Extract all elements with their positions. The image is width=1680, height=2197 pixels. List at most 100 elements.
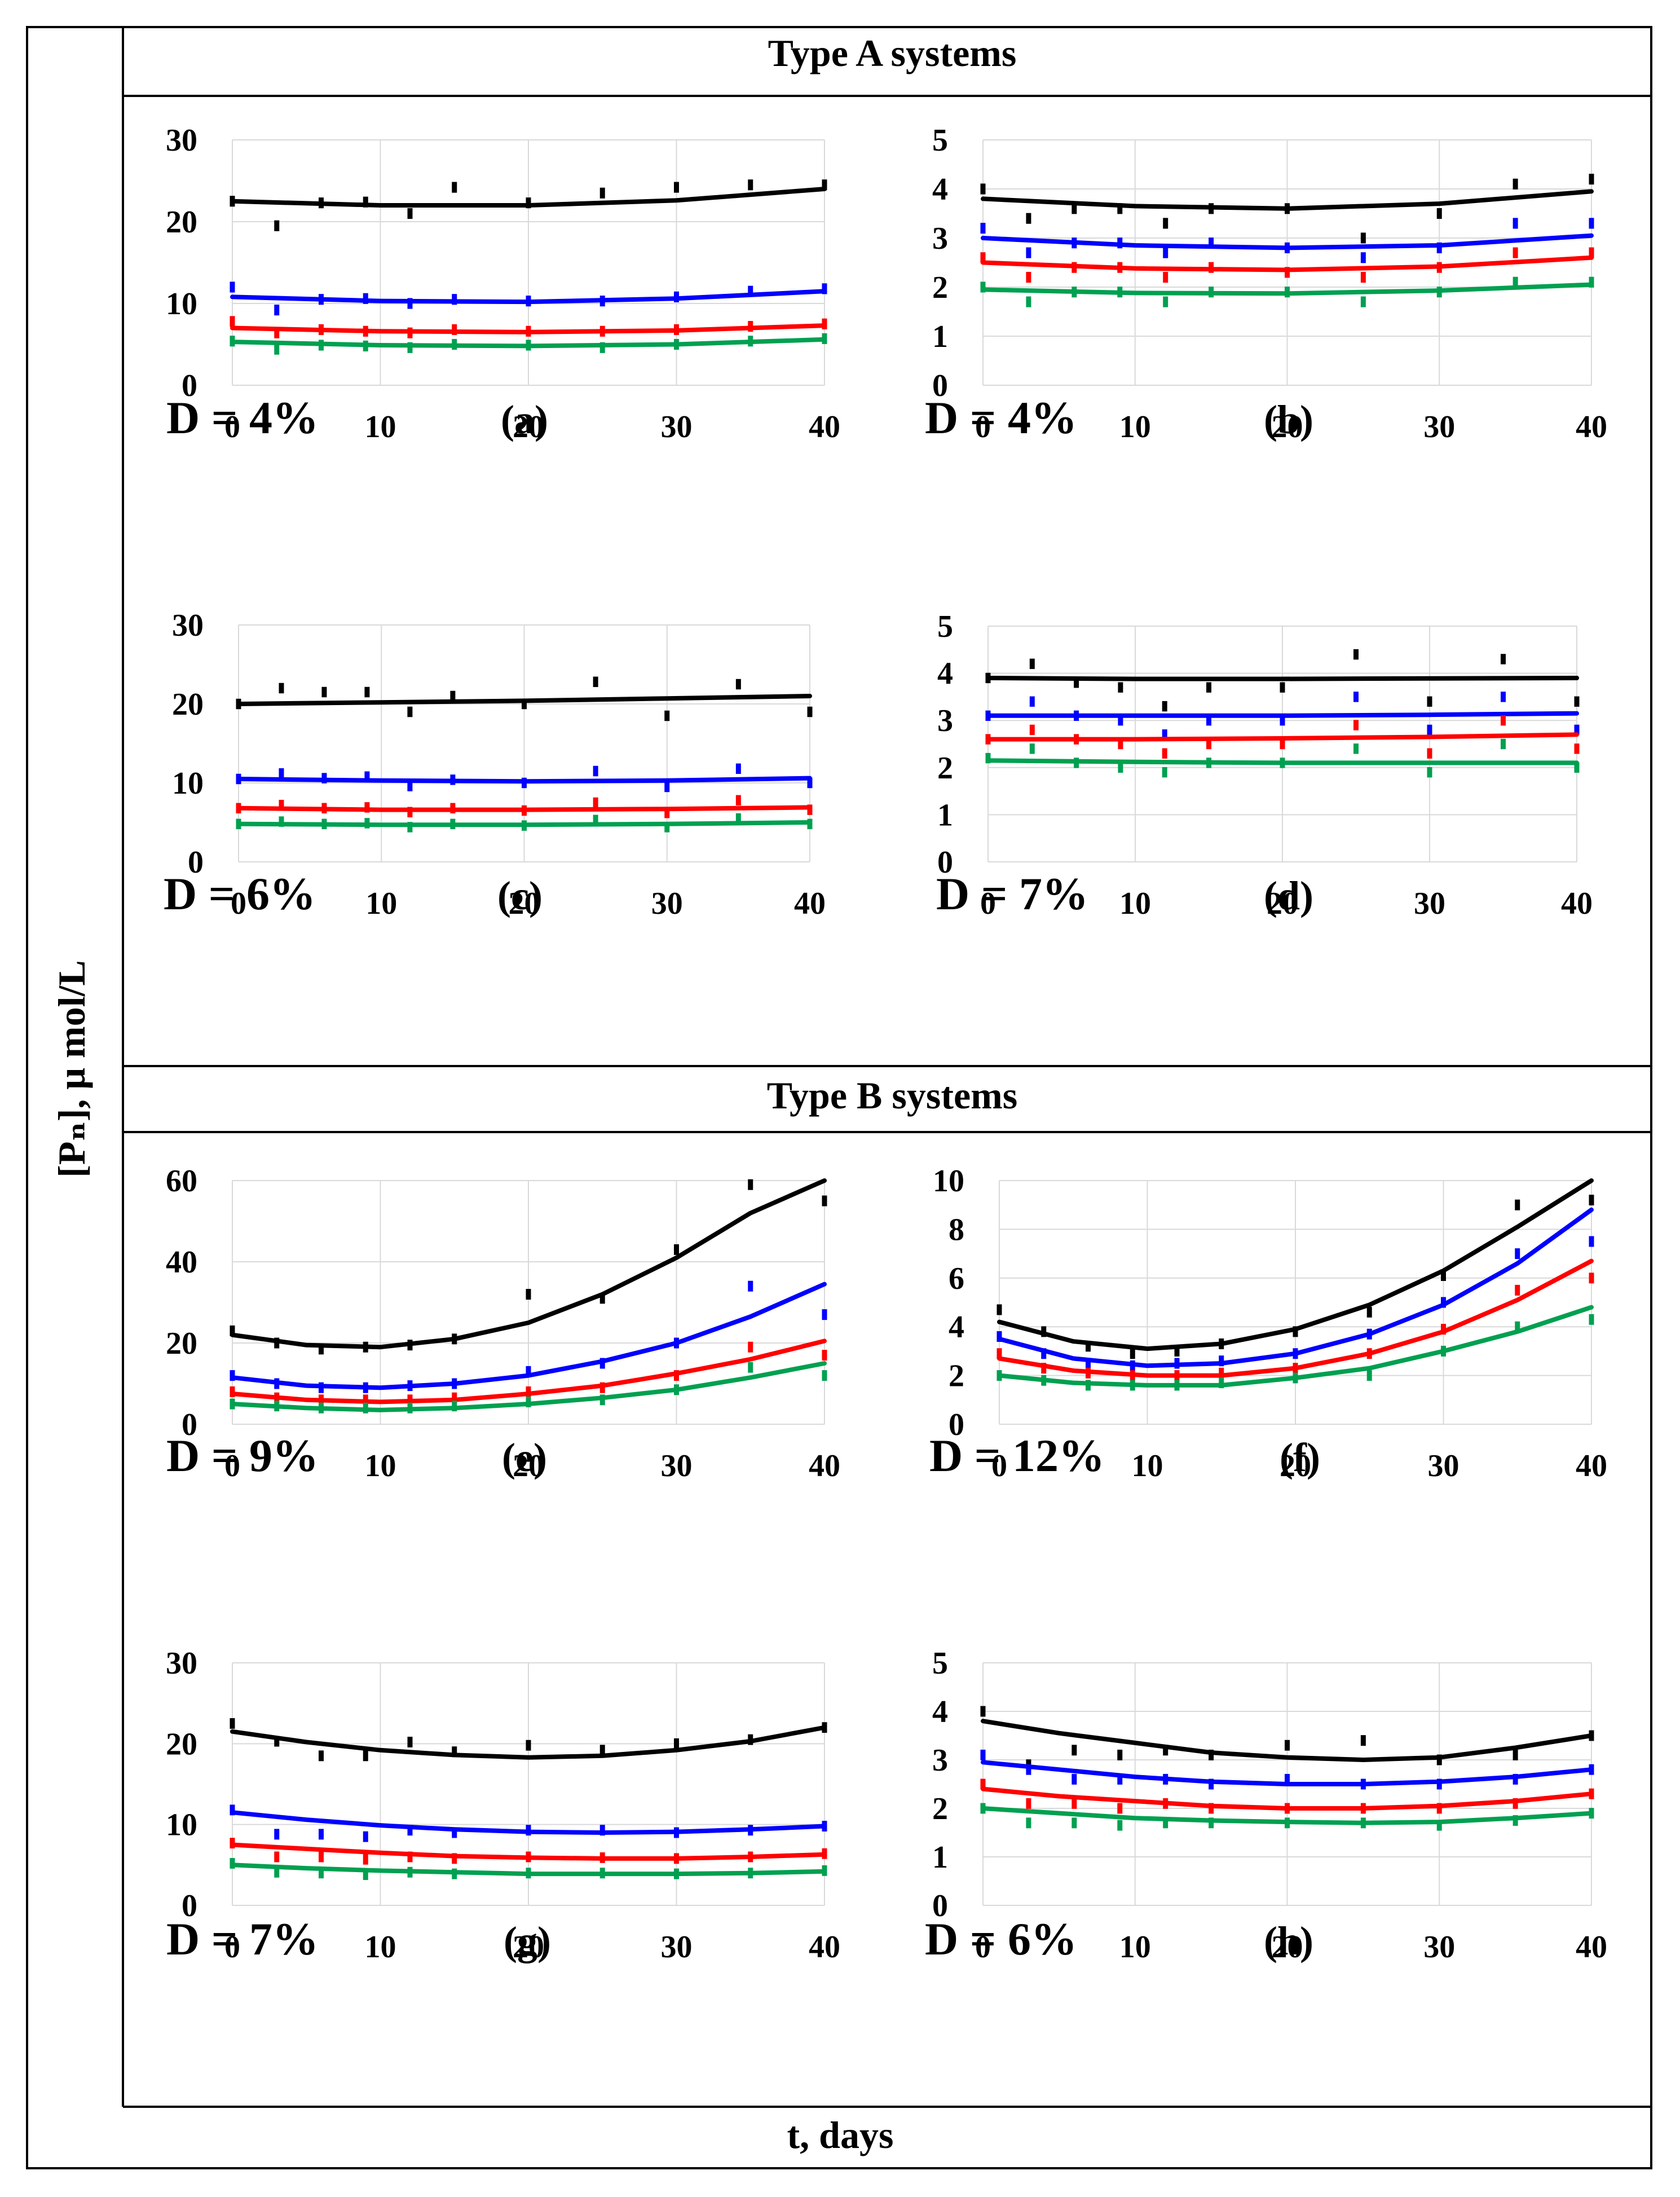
fit-line xyxy=(981,1719,1594,1762)
panel-label: (c) xyxy=(497,873,543,918)
x-axis-title: t, days xyxy=(787,2114,894,2156)
x-tick-label: 30 xyxy=(661,1448,693,1483)
panel-label: (b) xyxy=(1264,397,1313,442)
d-label: D = 6% xyxy=(164,868,316,919)
section-a-title: Type A systems xyxy=(768,32,1017,74)
panel-a: 0 10 20 30 0 10 20 30 40 D = 4% (a) xyxy=(166,123,840,444)
x-tick-label: 10 xyxy=(365,410,396,444)
panel-label: (h) xyxy=(1264,1918,1313,1963)
panel-c: 0 10 20 30 0 10 20 30 40 D = 6% (c) xyxy=(164,608,826,921)
fit-line xyxy=(230,1863,827,1877)
x-tick-label: 30 xyxy=(1423,1930,1455,1965)
series-black xyxy=(230,1718,827,1762)
x-tick-label: 40 xyxy=(794,886,826,921)
x-tick-label: 10 xyxy=(1119,886,1151,921)
section-b-title: Type B systems xyxy=(767,1074,1018,1117)
d-label: D = 4% xyxy=(925,392,1077,443)
fit-line xyxy=(986,676,1579,681)
y-tick-label: 0 xyxy=(937,845,953,880)
series-green xyxy=(230,1361,827,1414)
series-red xyxy=(230,1838,827,1865)
x-tick-label: 0 xyxy=(980,886,996,921)
x-tick-label: 30 xyxy=(1414,886,1445,921)
x-tick-label: 20 xyxy=(513,1448,544,1483)
panel-d: 0 1 2 3 4 5 0 10 20 30 40 D = 7% (d) xyxy=(936,609,1593,921)
y-tick-label: 1 xyxy=(937,798,953,833)
series-green xyxy=(985,738,1580,778)
series-red xyxy=(996,1258,1594,1381)
y-tick-label: 10 xyxy=(172,766,204,801)
outer-border xyxy=(26,26,1652,2169)
series-black xyxy=(230,1178,827,1355)
tick-labels: 0 10 20 30 0 10 20 30 40 xyxy=(166,123,840,444)
series-blue xyxy=(996,1207,1594,1371)
fit-line xyxy=(230,187,827,208)
series-blue xyxy=(980,218,1594,263)
d-label: D = 6% xyxy=(925,1913,1077,1965)
x-tick-label: 20 xyxy=(509,886,540,921)
x-tick-label: 10 xyxy=(1119,1930,1151,1965)
x-tick-label: 30 xyxy=(1428,1448,1459,1483)
y-tick-label: 20 xyxy=(166,205,197,240)
y-tick-label: 0 xyxy=(182,1407,197,1442)
fit-line xyxy=(236,805,812,812)
y-tick-label: 0 xyxy=(932,368,948,403)
x-tick-label: 30 xyxy=(661,1930,693,1965)
y-tick-label: 10 xyxy=(166,1808,197,1843)
y-tick-label: 30 xyxy=(166,1646,197,1681)
x-tick-label: 0 xyxy=(224,1930,240,1965)
d-label: D = 4% xyxy=(166,392,319,443)
y-tick-label: 2 xyxy=(932,270,948,305)
x-tick-label: 0 xyxy=(975,1930,991,1965)
x-tick-label: 0 xyxy=(991,1448,1007,1483)
fit-line xyxy=(981,1786,1594,1811)
fit-line xyxy=(981,282,1594,296)
y-tick-label: 3 xyxy=(932,221,948,256)
x-tick-label: 40 xyxy=(1576,410,1607,444)
panel-h: 0 1 2 3 4 5 0 10 20 30 40 D = 6% (h) xyxy=(925,1646,1607,1965)
y-tick-label: 2 xyxy=(932,1791,948,1826)
panel-b: 0 1 2 3 4 5 0 10 20 30 40 D = 4% (b) xyxy=(925,123,1607,444)
series-red xyxy=(980,1778,1594,1814)
fit-line xyxy=(981,1806,1594,1825)
y-axis-title: [Pₙ], μ mol/L xyxy=(50,960,93,1177)
fit-line xyxy=(981,1760,1594,1786)
x-tick-label: 30 xyxy=(661,410,693,444)
y-tick-label: 60 xyxy=(166,1164,197,1199)
y-tick-label: 20 xyxy=(166,1326,197,1361)
x-tick-label: 20 xyxy=(1267,886,1298,921)
fit-line xyxy=(230,1178,827,1350)
y-tick-label: 20 xyxy=(172,687,204,722)
series-red xyxy=(985,715,1580,759)
gridlines xyxy=(987,626,1577,862)
series-green xyxy=(996,1305,1594,1391)
x-tick-label: 10 xyxy=(365,886,397,921)
tick-labels: 0 1 2 3 4 5 0 10 20 30 40 xyxy=(932,123,1607,444)
tick-labels: 0 10 20 30 0 10 20 30 40 xyxy=(172,608,826,921)
x-tick-label: 10 xyxy=(365,1448,396,1483)
y-tick-label: 5 xyxy=(932,123,948,158)
y-tick-label: 0 xyxy=(182,368,197,403)
x-tick-label: 20 xyxy=(1280,1448,1311,1483)
series-blue xyxy=(230,281,827,316)
fit-line xyxy=(997,1207,1594,1368)
y-tick-label: 4 xyxy=(937,657,953,692)
d-label: D = 12% xyxy=(929,1430,1105,1481)
d-label: D = 9% xyxy=(166,1430,319,1481)
panel-g: 0 10 20 30 0 10 20 30 40 D = 7% (g) xyxy=(166,1646,840,1965)
fit-line xyxy=(230,1282,827,1390)
tick-labels: 0 1 2 3 4 5 0 10 20 30 40 xyxy=(932,1646,1607,1965)
fit-line xyxy=(997,1258,1594,1378)
fit-line xyxy=(230,289,827,305)
y-tick-label: 20 xyxy=(166,1727,197,1762)
fit-line xyxy=(230,1339,827,1405)
y-tick-label: 3 xyxy=(937,703,953,738)
y-tick-label: 6 xyxy=(949,1261,964,1296)
fit-line xyxy=(230,1361,827,1412)
y-tick-label: 0 xyxy=(932,1888,948,1923)
panel-label: (e) xyxy=(502,1435,547,1480)
y-tick-label: 5 xyxy=(932,1646,948,1681)
y-tick-label: 40 xyxy=(166,1245,197,1280)
series-blue xyxy=(230,1280,827,1393)
x-tick-label: 20 xyxy=(513,1930,544,1965)
